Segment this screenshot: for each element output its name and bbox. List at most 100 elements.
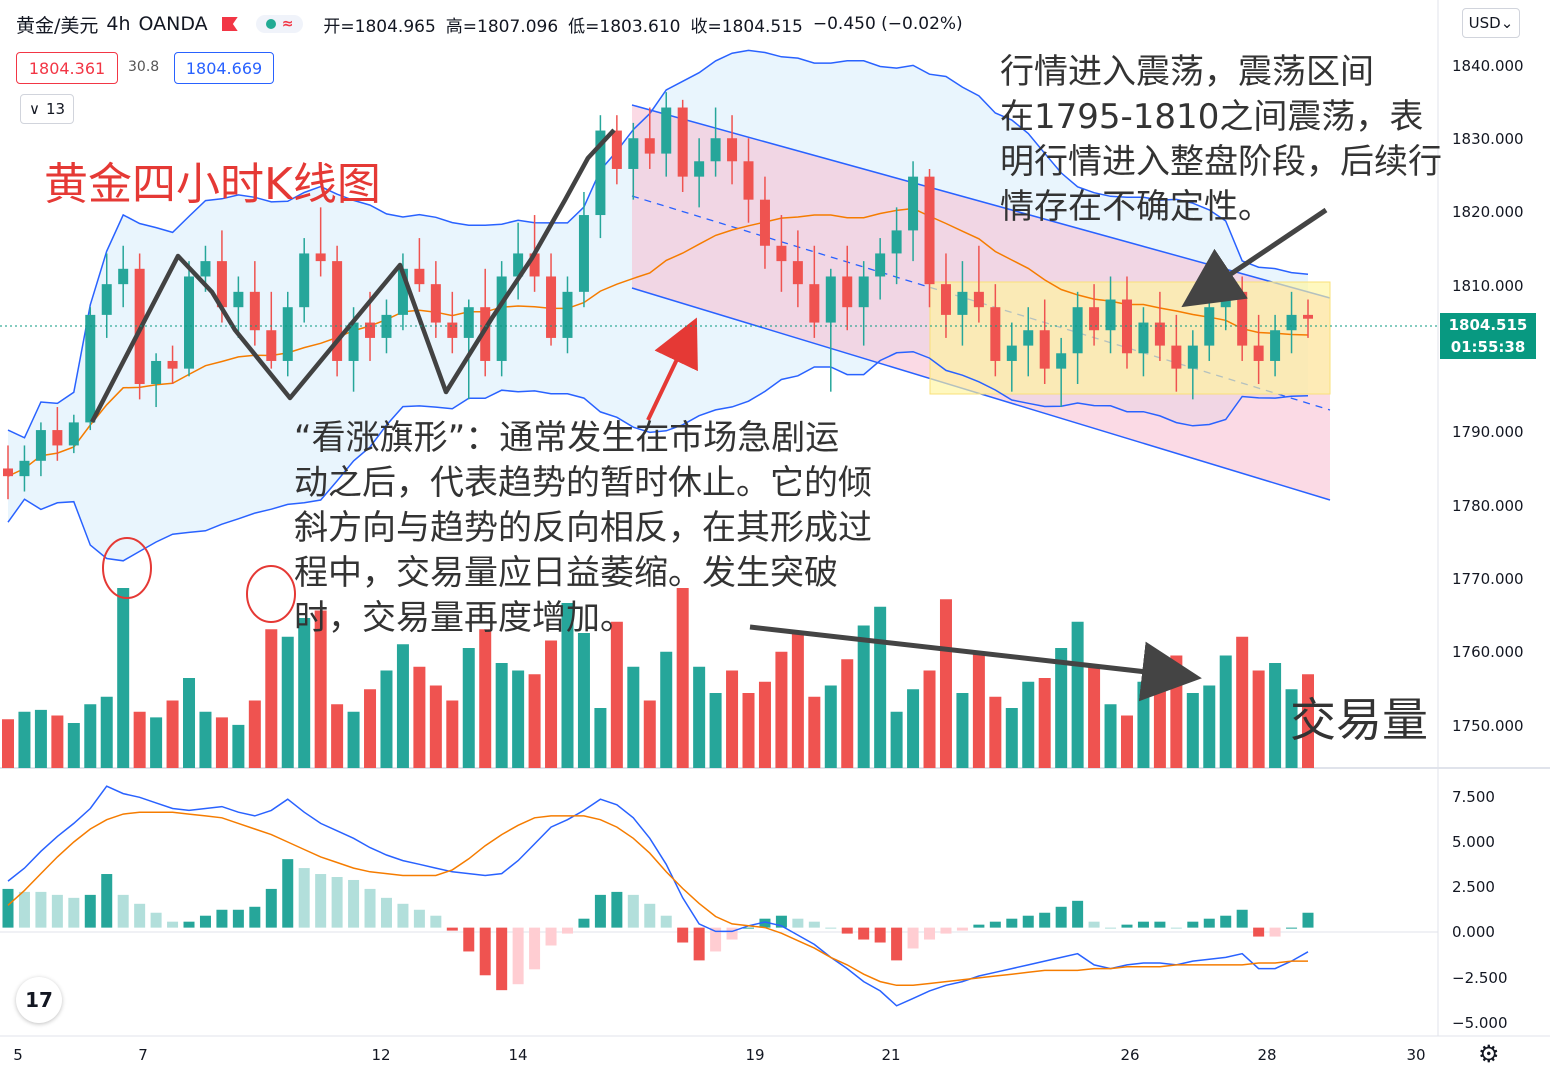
macd-histogram-bar	[693, 927, 705, 961]
time-tick-label: 7	[138, 1046, 148, 1064]
candle-body	[249, 291, 260, 331]
macd-histogram-bar	[216, 909, 228, 928]
volume-trend-arrow[interactable]	[749, 624, 1202, 702]
candle-body	[19, 460, 30, 477]
bollinger-band-fill	[8, 50, 1308, 561]
time-tick-label: 12	[371, 1046, 390, 1064]
range-note-arrow[interactable]	[1181, 207, 1328, 308]
volume-bar	[545, 640, 558, 768]
candle-body	[266, 330, 277, 361]
tradingview-logo[interactable]: 17	[16, 977, 62, 1023]
macd-histogram-bar	[743, 927, 755, 929]
candle-body	[743, 161, 754, 200]
volume-bar	[660, 651, 673, 768]
data-delay-icon: ≈	[281, 16, 294, 32]
macd-histogram-bar	[512, 927, 524, 985]
macd-histogram-bar	[924, 927, 936, 940]
candle-body	[85, 314, 96, 423]
volume-bar	[512, 670, 525, 768]
signal-line	[7, 811, 1308, 987]
volume-bar	[380, 670, 393, 768]
volume-circle-2[interactable]	[246, 565, 296, 623]
candle-body	[661, 107, 672, 154]
chart-title-annotation[interactable]: 黄金四小时K线图	[44, 159, 381, 210]
candle-body	[611, 130, 622, 169]
volume-bar	[1269, 663, 1282, 768]
candle-body	[1089, 307, 1100, 331]
interval[interactable]: 4h	[106, 13, 131, 35]
candle-body	[858, 276, 869, 308]
candle-body	[315, 253, 326, 262]
candle-body	[1286, 314, 1297, 331]
sell-button[interactable]: 1804.361	[16, 52, 118, 84]
macd-histogram-bar	[446, 927, 458, 931]
low-value: 低=1803.610	[568, 16, 681, 37]
macd-histogram-bar	[611, 891, 623, 928]
macd-histogram-bar	[298, 868, 310, 928]
macd-histogram-bar	[940, 927, 952, 934]
macd-histogram-bar	[101, 874, 113, 928]
volume-bar	[1055, 648, 1068, 768]
macd-tick-label: 0.000	[1452, 923, 1495, 941]
volume-bar	[413, 666, 426, 768]
time-tick-label: 26	[1120, 1046, 1139, 1064]
volume-label-annotation[interactable]: 交易量	[1290, 693, 1428, 747]
price-tick-label: 1790.000	[1452, 423, 1524, 441]
candle-body	[529, 253, 540, 277]
macd-histogram-bar	[1072, 900, 1084, 928]
volume-bar	[281, 636, 294, 768]
price-tick-label: 1840.000	[1452, 57, 1524, 75]
currency-select[interactable]: USD ⌄	[1462, 8, 1520, 38]
volume-circle-1[interactable]	[102, 537, 152, 599]
market-status-pill[interactable]: ≈	[255, 15, 304, 33]
volume-bar	[1285, 689, 1298, 768]
volume-bar	[331, 704, 344, 768]
macd-histogram-bar	[907, 927, 919, 949]
indicators-collapse-button[interactable]: ∨ 13	[20, 94, 74, 124]
symbol-name[interactable]: 黄金/美元	[16, 14, 99, 37]
candle-body	[891, 230, 902, 254]
settings-icon[interactable]: ⚙	[1478, 1040, 1500, 1068]
indicator-count: 13	[45, 100, 66, 118]
macd-histogram-bar	[759, 918, 771, 928]
candle-body	[282, 307, 293, 361]
ohlc-legend: 黄金/美元 4h OANDA ≈ 开=1804.965 高=1807.096 低…	[16, 10, 963, 38]
range-note-text[interactable]: 行情进入震荡，震荡区间 在1795-1810之间震荡，表 明行情进入整盘阶段，后…	[1000, 50, 1442, 230]
volume-bar	[2, 719, 14, 768]
volume-bar	[347, 711, 360, 768]
macd-histogram-bar	[364, 888, 376, 928]
volume-bar	[561, 603, 574, 768]
buy-button[interactable]: 1804.669	[174, 52, 274, 84]
volume-bar	[1219, 655, 1232, 768]
macd-histogram-bar	[1121, 924, 1133, 928]
flag-note-arrow[interactable]	[646, 317, 698, 421]
candle-body	[233, 291, 244, 308]
flag-note-text[interactable]: “看涨旗形”：通常发生在市场急剧运 动之后，代表趋势的暂时休止。它的倾 斜方向与…	[294, 416, 872, 641]
candle-body	[513, 253, 524, 277]
macd-histogram-bar	[1088, 921, 1100, 928]
macd-histogram-bar	[644, 903, 656, 928]
volume-bar	[117, 588, 130, 768]
zigzag-drawing[interactable]	[90, 128, 616, 424]
macd-histogram-bar	[891, 927, 903, 961]
high-value: 高=1807.096	[445, 16, 559, 37]
volume-bar	[100, 696, 113, 768]
volume-bar	[758, 681, 771, 768]
macd-histogram-bar	[792, 918, 804, 928]
bb-fill-area	[8, 50, 1308, 561]
flag-icon[interactable]	[221, 17, 238, 31]
volume-bar	[1203, 685, 1216, 768]
flag-note-line: 斜方向与趋势的反向相反，在其形成过	[294, 508, 872, 548]
price-tick-label: 1760.000	[1452, 643, 1524, 661]
candle-body	[35, 430, 46, 461]
macd-histogram-bar	[1137, 921, 1149, 928]
macd-histogram-bar	[529, 927, 541, 970]
market-open-icon	[265, 19, 276, 29]
macd-histogram-bar	[496, 927, 508, 991]
volume-bar	[676, 588, 689, 768]
candle-body	[694, 161, 705, 177]
macd-histogram-bar	[117, 894, 129, 928]
macd-histogram-bar	[167, 921, 179, 928]
macd-pane[interactable]	[2, 785, 1314, 1007]
